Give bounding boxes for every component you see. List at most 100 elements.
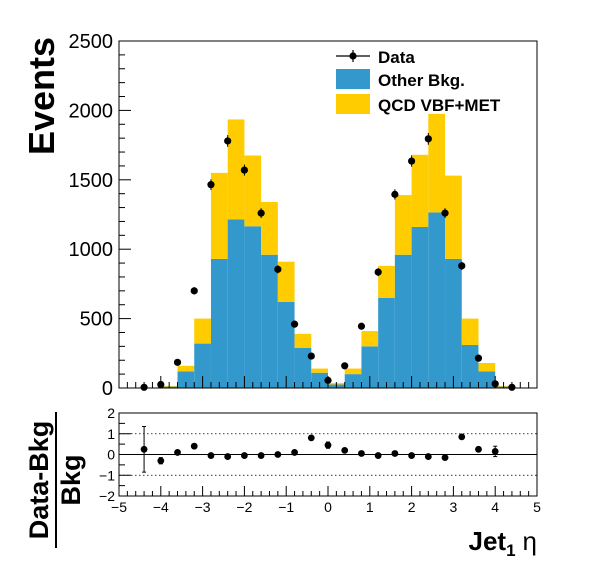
bar-other-bkg <box>461 344 479 388</box>
legend: Data Other Bkg. QCD VBF+MET <box>336 48 501 115</box>
bar-other-bkg <box>411 226 429 388</box>
x-tick-label: −2 <box>236 499 252 515</box>
bar-qcd-vbf-met <box>411 154 429 227</box>
y-tick-label: 0 <box>102 378 113 400</box>
data-point <box>290 320 299 328</box>
data-point <box>374 268 382 276</box>
ratio-point <box>424 453 432 460</box>
bar-qcd-vbf-met <box>378 265 395 298</box>
x-axis-label-eta: η <box>523 526 537 556</box>
ratio-point <box>174 449 181 456</box>
x-tick-label: −5 <box>111 499 127 515</box>
data-point <box>441 209 449 217</box>
x-tick-label: −1 <box>278 499 294 515</box>
bar-qcd-vbf-met <box>261 202 278 255</box>
x-tick-label: 4 <box>491 499 499 515</box>
x-tick-label: 1 <box>366 499 374 515</box>
bar-other-bkg <box>311 372 328 388</box>
data-point <box>307 352 315 360</box>
data-point <box>190 287 198 295</box>
y-tick-label: 500 <box>80 309 113 331</box>
bar-other-bkg <box>210 258 228 388</box>
bar-qcd-vbf-met <box>244 155 262 227</box>
bar-qcd-vbf-met <box>361 331 379 347</box>
ratio-label-numerator: Data-Bkg <box>24 421 54 540</box>
ratio-point <box>358 450 365 457</box>
data-point <box>173 358 182 366</box>
data-point <box>357 322 366 330</box>
main-y-axis: 0 500 1000 1500 2000 2500 <box>69 31 131 400</box>
ratio-point <box>190 442 198 450</box>
x-tick-label: −4 <box>153 499 169 515</box>
ratio-point <box>257 452 265 459</box>
x-axis-label: Jet1 η <box>468 526 537 560</box>
ratio-y-tick-label: 1 <box>107 426 115 442</box>
bar-other-bkg <box>378 297 395 388</box>
ratio-panel: −2 −1 0 1 2 −5 −4 −3 −2 −1 0 1 2 3 4 5 Data-Bkg Bkg Je… <box>24 405 541 560</box>
bar-other-bkg <box>244 226 262 388</box>
x-tick-label: −3 <box>195 499 211 515</box>
ratio-point <box>408 452 415 459</box>
bar-qcd-vbf-met <box>311 368 328 373</box>
ratio-point <box>291 449 298 456</box>
ratio-point <box>341 446 349 454</box>
ratio-point <box>140 445 148 453</box>
bar-qcd-vbf-met <box>294 333 312 348</box>
bar-other-bkg <box>294 347 312 388</box>
x-axis-label-main: Jet <box>468 526 506 556</box>
y-tick-label: 1500 <box>69 170 114 192</box>
ratio-label-denominator: Bkg <box>56 454 86 505</box>
bar-other-bkg <box>361 346 379 388</box>
bar-other-bkg <box>194 343 211 388</box>
data-point <box>474 354 483 362</box>
ratio-y-axis: −2 −1 0 1 2 <box>99 405 131 504</box>
bar-other-bkg <box>478 371 496 388</box>
y-axis-label: Events <box>21 37 62 155</box>
legend-label-qcd-vbf-met: QCD VBF+MET <box>378 96 501 115</box>
bar-other-bkg <box>177 371 195 388</box>
bar-qcd-vbf-met <box>277 261 295 302</box>
y-tick-label: 2500 <box>69 31 114 53</box>
ratio-point <box>207 452 215 459</box>
ratio-y-tick-label: −1 <box>99 467 115 483</box>
x-axis: −5 −4 −3 −2 −1 0 1 2 3 4 5 <box>111 486 541 515</box>
data-point <box>391 190 399 198</box>
ratio-point <box>458 433 466 441</box>
ratio-point <box>441 454 449 462</box>
ratio-point <box>157 457 165 465</box>
bar-qcd-vbf-met <box>428 113 446 213</box>
bar-other-bkg <box>277 301 295 388</box>
data-point <box>257 209 265 217</box>
bar-qcd-vbf-met <box>445 175 462 259</box>
legend-item-qcd-vbf-met: QCD VBF+MET <box>336 94 501 115</box>
ratio-point <box>224 453 232 460</box>
ratio-point <box>274 451 282 458</box>
ratio-y-tick-label: 0 <box>107 447 115 463</box>
legend-label-data: Data <box>378 48 415 67</box>
ratio-y-tick-label: 2 <box>107 405 115 421</box>
ratio-point <box>374 452 382 459</box>
data-point <box>424 135 432 143</box>
bar-other-bkg <box>227 219 245 388</box>
bar-qcd-vbf-met <box>177 365 195 372</box>
bar-qcd-vbf-met <box>227 119 245 220</box>
legend-item-other-bkg: Other Bkg. <box>336 69 465 90</box>
bar-qcd-vbf-met <box>344 368 362 375</box>
data-point <box>458 262 466 270</box>
bar-other-bkg <box>428 212 446 388</box>
ratio-point <box>324 441 332 449</box>
y-tick-label: 2000 <box>69 100 114 122</box>
bar-other-bkg <box>394 254 412 388</box>
ratio-points <box>140 425 499 473</box>
ratio-grid-lines <box>119 433 537 476</box>
data-point <box>224 137 232 145</box>
x-tick-label: 2 <box>408 499 416 515</box>
y-tick-label: 1000 <box>69 239 114 261</box>
x-tick-label: 0 <box>324 499 332 515</box>
bar-other-bkg <box>344 374 362 388</box>
bar-qcd-vbf-met <box>461 318 479 345</box>
data-point <box>274 265 282 273</box>
data-point <box>341 362 349 370</box>
bar-qcd-vbf-met <box>478 363 496 372</box>
data-point <box>408 157 416 165</box>
